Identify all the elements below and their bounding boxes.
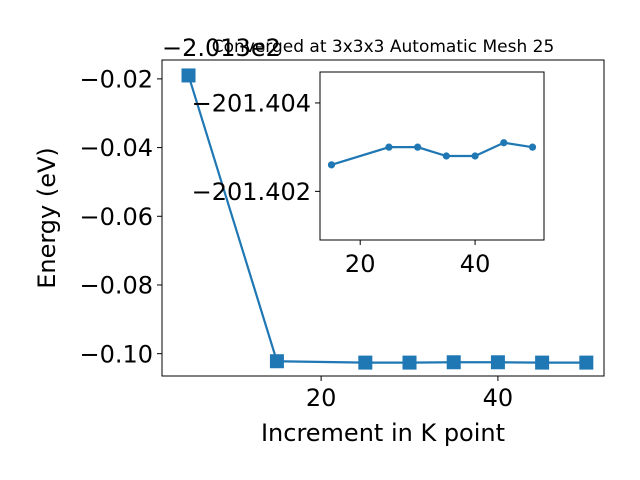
data-point-marker [181,68,196,83]
main-axes-frame [161,59,605,377]
data-point-marker [414,143,422,151]
data-point-marker [535,355,550,370]
x-tick-label: 40 [460,250,491,278]
y-tick-label: −0.06 [79,203,153,231]
main-title: Converged at 3x3x3 Automatic Mesh 25 [212,37,555,57]
inset-y-ticks: −201.404 −201.402 [192,90,320,206]
y-tick-label: −0.08 [79,272,153,300]
main-y-axis-label: Energy (eV) [33,147,61,289]
inset-plot-area [320,72,544,240]
data-point-marker [446,355,461,370]
main-x-ticks: 20 40 [306,376,513,412]
y-tick-label: −0.04 [79,134,153,162]
main-x-axis-label: Increment in K point [261,419,505,447]
y-tick-label: −0.02 [79,66,153,94]
x-tick-label: 40 [483,384,514,412]
data-point-marker [358,355,373,370]
data-point-marker [385,143,393,151]
data-point-marker [402,355,417,370]
y-tick-label: −0.10 [79,340,153,368]
inset-axes: 20 40 −201.404−201.402 [192,71,545,278]
main-series-markers [181,68,594,370]
inset-x-ticks: 20 40 [345,240,490,278]
data-point-marker [269,354,284,369]
data-point-marker [442,152,450,160]
data-point-marker [528,143,537,151]
data-point-marker [500,139,508,147]
x-tick-label: 20 [345,250,376,278]
inset-axes-frame [319,71,545,241]
data-point-marker [490,355,505,370]
data-point-marker [579,355,594,370]
main-y-offset-text: −2.013e2 [162,34,281,62]
y-tick-label: −201.404 [192,90,311,118]
data-point-marker [327,161,336,169]
main-series-line [187,75,587,364]
main-y-ticks: −0.10 −0.08 −0.06 −0.04 −0.02 [79,66,162,368]
y-tick-label: −201.402 [192,178,311,206]
x-tick-label: 20 [306,384,337,412]
inset-series-markers [327,139,537,169]
data-point-marker [471,152,479,160]
